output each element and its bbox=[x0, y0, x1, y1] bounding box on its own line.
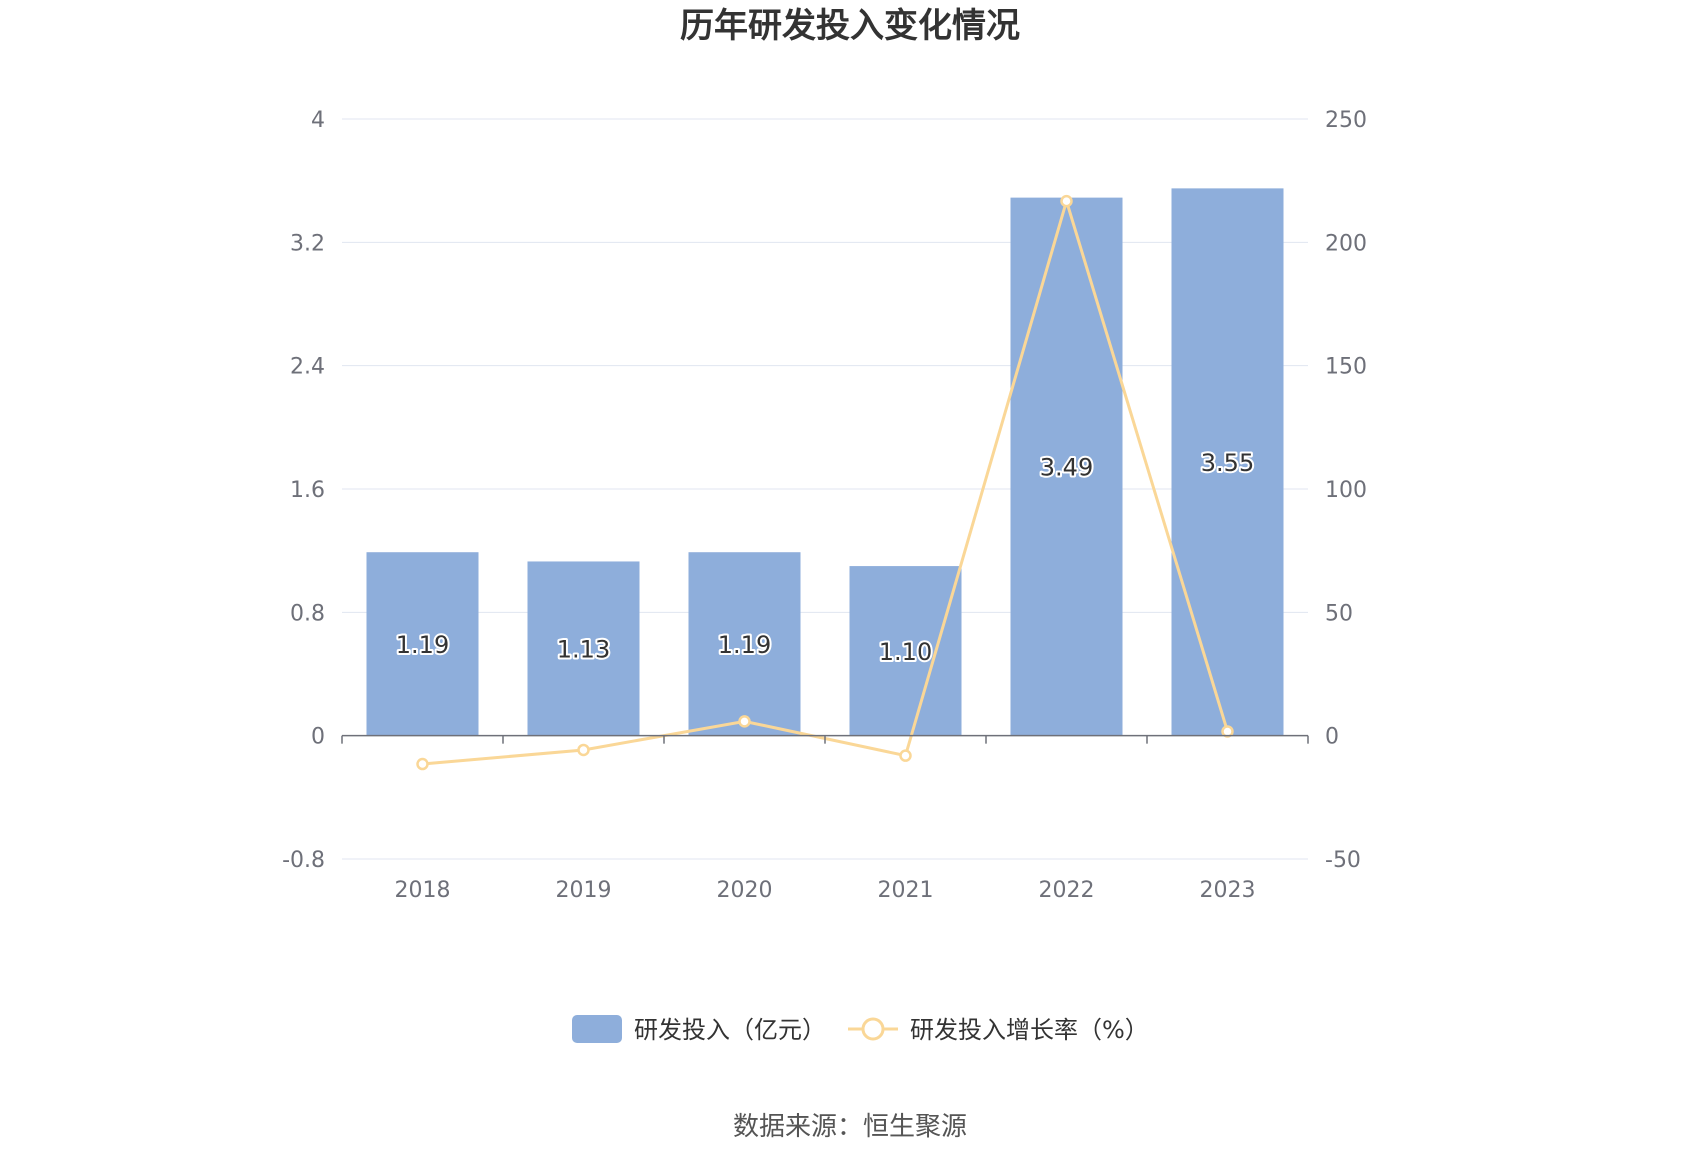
y-left-tick-label: 3.2 bbox=[290, 231, 325, 256]
x-tick-label: 2023 bbox=[1200, 878, 1256, 903]
bar-value-label: 1.19 bbox=[718, 631, 771, 659]
y-right-tick-label: 100 bbox=[1325, 478, 1367, 503]
legend-swatch-bar bbox=[572, 1015, 622, 1043]
grid bbox=[342, 118, 1308, 860]
y-right-tick-label: 0 bbox=[1325, 725, 1339, 750]
bar-value-label: 1.19 bbox=[396, 631, 449, 659]
bar-value-label: 3.49 bbox=[1040, 454, 1093, 482]
y-left-tick-label: 4 bbox=[311, 108, 325, 133]
y-right-tick-label: 50 bbox=[1325, 601, 1353, 626]
bar-value-label: 1.10 bbox=[879, 638, 932, 666]
bar-value-label: 3.55 bbox=[1201, 449, 1254, 477]
growth-point bbox=[1221, 725, 1234, 738]
legend[interactable]: 研发投入（亿元） 研发投入增长率（%） bbox=[572, 1015, 1149, 1044]
growth-point bbox=[899, 749, 912, 762]
chart-title: 历年研发投入变化情况 bbox=[680, 6, 1020, 46]
x-tick-label: 2019 bbox=[556, 878, 612, 903]
bar bbox=[849, 566, 962, 736]
y-right-tick-label: 200 bbox=[1325, 231, 1367, 256]
x-tick-label: 2020 bbox=[717, 878, 773, 903]
y-left-tick-label: 0 bbox=[311, 725, 325, 750]
y-left-tick-label: 2.4 bbox=[290, 355, 325, 380]
y-left-tick-label: 1.6 bbox=[290, 478, 325, 503]
bar-labels: 1.19 1.13 1.19 1.10 3.49 3.55 bbox=[394, 447, 1256, 668]
bar-value-label: 1.13 bbox=[557, 636, 610, 664]
growth-point bbox=[416, 757, 429, 771]
y-left-tick-label: 0.8 bbox=[290, 601, 325, 626]
y-right-tick-label: 250 bbox=[1325, 108, 1367, 133]
bar-series bbox=[366, 188, 1284, 736]
legend-label-line: 研发投入增长率（%） bbox=[910, 1016, 1149, 1044]
bar bbox=[366, 552, 479, 736]
growth-point bbox=[738, 715, 751, 728]
legend-item-line[interactable]: 研发投入增长率（%） bbox=[848, 1016, 1149, 1044]
growth-point bbox=[577, 743, 590, 757]
x-tick-label: 2018 bbox=[395, 878, 451, 903]
axes: 4 250 3.2 200 2.4 150 1.6 100 0.8 50 0 0 -0.8 -50 2018… bbox=[282, 108, 1367, 903]
source-text: 数据来源：恒生聚源 bbox=[733, 1112, 967, 1142]
y-right-tick-label: 150 bbox=[1325, 355, 1367, 380]
legend-item-bar[interactable]: 研发投入（亿元） bbox=[572, 1015, 826, 1044]
x-tick-label: 2021 bbox=[878, 878, 934, 903]
bar bbox=[527, 561, 640, 736]
bar bbox=[688, 552, 801, 736]
bar bbox=[1171, 188, 1284, 736]
legend-marker-line bbox=[861, 1017, 885, 1041]
x-tick-label: 2022 bbox=[1039, 878, 1095, 903]
y-left-tick-label: -0.8 bbox=[282, 848, 325, 873]
bar bbox=[1010, 197, 1123, 736]
growth-point bbox=[1060, 194, 1073, 208]
y-right-tick-label: -50 bbox=[1325, 848, 1361, 873]
legend-label-bar: 研发投入（亿元） bbox=[634, 1016, 826, 1044]
